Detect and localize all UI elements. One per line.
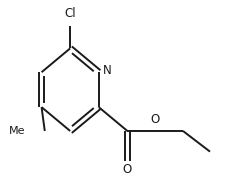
Text: O: O bbox=[150, 113, 160, 126]
Text: O: O bbox=[123, 163, 132, 176]
Text: Cl: Cl bbox=[64, 7, 76, 20]
Text: Me: Me bbox=[9, 126, 26, 136]
Text: N: N bbox=[103, 64, 112, 77]
